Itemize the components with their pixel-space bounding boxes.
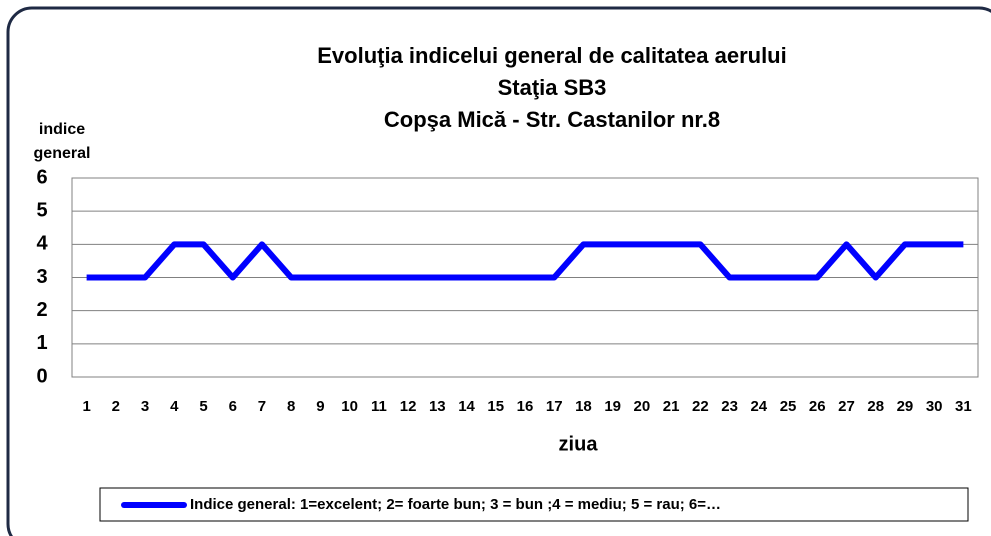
x-tick-label: 22	[692, 398, 709, 415]
x-tick-label: 7	[258, 398, 266, 415]
x-tick-label: 28	[867, 398, 884, 415]
chart-title: Copşa Mică - Str. Castanilor nr.8	[384, 107, 720, 132]
x-tick-label: 23	[721, 398, 738, 415]
y-tick-label: 3	[36, 266, 47, 288]
x-tick-label: 15	[487, 398, 504, 415]
y-tick-label: 6	[36, 166, 47, 188]
chart-title: Staţia SB3	[498, 75, 607, 100]
x-tick-label: 14	[458, 398, 475, 415]
series-line	[86, 241, 964, 281]
x-tick-label: 18	[575, 398, 592, 415]
y-axis-label: indice	[39, 121, 85, 138]
x-tick-label: 5	[199, 398, 207, 415]
y-axis-label: general	[34, 145, 91, 162]
x-tick-label: 2	[112, 398, 120, 415]
x-tick-label: 24	[750, 398, 767, 415]
x-tick-label: 6	[229, 398, 237, 415]
y-tick-label: 5	[36, 199, 47, 221]
x-tick-label: 11	[371, 398, 387, 415]
x-tick-label: 17	[546, 398, 563, 415]
x-tick-label: 8	[287, 398, 295, 415]
x-tick-label: 20	[634, 398, 651, 415]
y-tick-label: 0	[36, 365, 47, 387]
x-tick-label: 16	[517, 398, 534, 415]
x-tick-label: 12	[400, 398, 417, 415]
x-tick-label: 19	[604, 398, 621, 415]
x-tick-label: 30	[926, 398, 943, 415]
y-tick-label: 1	[36, 332, 47, 354]
chart-title: Evoluţia indicelui general de calitatea …	[317, 43, 787, 68]
x-tick-label: 27	[838, 398, 855, 415]
x-axis-label: ziua	[559, 433, 599, 455]
x-tick-label: 21	[663, 398, 680, 415]
x-tick-label: 13	[429, 398, 446, 415]
y-tick-label: 4	[36, 233, 48, 255]
y-tick-label: 2	[36, 299, 47, 321]
x-tick-label: 25	[780, 398, 797, 415]
x-tick-label: 31	[955, 398, 972, 415]
legend-box	[99, 487, 969, 522]
x-tick-label: 10	[341, 398, 358, 415]
x-tick-label: 29	[897, 398, 914, 415]
x-tick-label: 9	[316, 398, 324, 415]
x-tick-label: 3	[141, 398, 149, 415]
legend-label: Indice general: 1=excelent; 2= foarte bu…	[190, 496, 721, 513]
x-tick-label: 26	[809, 398, 826, 415]
x-tick-label: 4	[170, 398, 179, 415]
x-tick-label: 1	[82, 398, 90, 415]
